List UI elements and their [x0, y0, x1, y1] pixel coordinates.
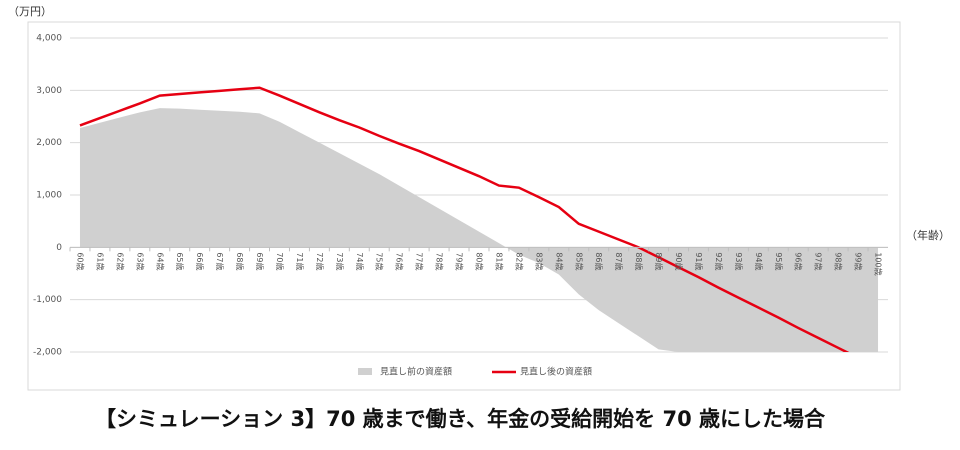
x-tick-label: 85歳 — [574, 252, 584, 270]
x-tick-label: 81歳 — [494, 252, 504, 270]
x-tick-label: 68歳 — [235, 252, 245, 270]
x-tick-label: 69歳 — [255, 252, 265, 270]
area — [79, 108, 879, 352]
legend-swatch — [358, 368, 372, 375]
x-tick-label: 90歳 — [674, 252, 684, 270]
x-tick-label: 61歳 — [95, 252, 105, 270]
x-tick-label: 75歳 — [375, 252, 385, 270]
x-tick-label: 66歳 — [195, 252, 205, 270]
x-tick-label: 99歳 — [854, 252, 864, 270]
x-tick-label: 63歳 — [135, 252, 145, 270]
x-tick-label: 95歳 — [774, 252, 784, 270]
y-tick-label: 3,000 — [36, 86, 62, 96]
x-tick-label: 65歳 — [175, 252, 185, 270]
x-tick-label: 76歳 — [395, 252, 405, 270]
y-tick-label: -1,000 — [33, 295, 62, 305]
x-tick-label: 96歳 — [794, 252, 804, 270]
y-tick-label: 1,000 — [36, 191, 62, 201]
y-tick-label: 4,000 — [36, 34, 62, 44]
x-tick-label: 79歳 — [455, 252, 465, 270]
x-tick-label: 86歳 — [594, 252, 604, 270]
x-tick-label: 98歳 — [834, 252, 844, 270]
x-tick-label: 71歳 — [295, 252, 305, 270]
legend-label: 見直し前の資産額 — [380, 366, 452, 378]
x-tick-label: 82歳 — [514, 252, 524, 270]
x-tick-label: 78歳 — [435, 252, 445, 270]
x-tick-label: 89歳 — [654, 252, 664, 270]
chart-border — [27, 21, 901, 391]
x-tick-label: 80歳 — [475, 252, 485, 270]
x-tick-label: 73歳 — [335, 252, 345, 270]
x-tick-label: 84歳 — [554, 252, 564, 270]
y-unit: （万円） — [8, 5, 52, 18]
x-tick-label: 70歳 — [275, 252, 285, 270]
x-tick-label: 72歳 — [315, 252, 325, 270]
x-tick-label: 93歳 — [734, 252, 744, 270]
x-tick-label: 94歳 — [754, 252, 764, 270]
y-tick-label: 2,000 — [36, 138, 62, 148]
x-tick-label: 77歳 — [415, 252, 425, 270]
x-tick-label: 62歳 — [115, 252, 125, 270]
y-tick-label: 0 — [56, 243, 62, 253]
x-tick-label: 92歳 — [714, 252, 724, 270]
x-tick-label: 88歳 — [634, 252, 644, 270]
x-tick-label: 67歳 — [215, 252, 225, 270]
x-tick-label: 74歳 — [355, 252, 365, 270]
y-tick-label: -2,000 — [33, 348, 62, 358]
x-unit: （年齢） — [906, 228, 950, 242]
x-tick-label: 97歳 — [814, 252, 824, 270]
x-tick-label: 87歳 — [614, 252, 624, 270]
x-tick-label: 83歳 — [534, 252, 544, 270]
legend-label: 見直し後の資産額 — [520, 366, 592, 378]
line — [79, 86, 850, 352]
x-tick-label: 100歳 — [874, 252, 884, 275]
x-tick-label: 60歳 — [75, 252, 85, 270]
x-tick-label: 64歳 — [155, 252, 165, 270]
plot — [79, 86, 879, 352]
x-tick-label: 91歳 — [694, 252, 704, 270]
caption: 【シミュレーション 3】70 歳まで働き、年金の受給開始を 70 歳にした場合 — [95, 407, 826, 431]
